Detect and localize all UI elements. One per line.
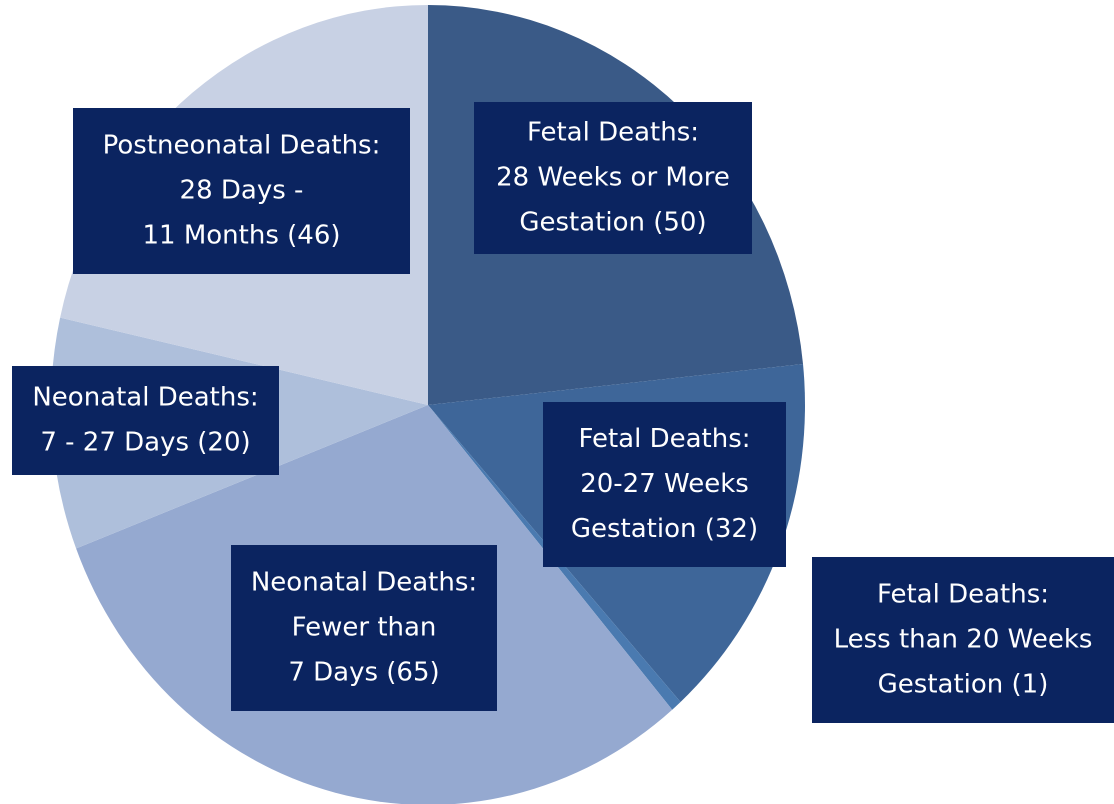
slice-label: 28 Weeks or More — [496, 163, 730, 193]
slice-label: 7 Days (65) — [288, 658, 439, 688]
slice-label: Fetal Deaths: — [527, 118, 699, 148]
slice-label: 20-27 Weeks — [580, 469, 749, 499]
slice-label: Postneonatal Deaths: — [103, 131, 381, 161]
slice-label: Less than 20 Weeks — [834, 625, 1093, 655]
label-box — [474, 102, 752, 254]
label-box — [12, 366, 279, 475]
label-box — [231, 545, 497, 711]
slice-label: 28 Days - — [180, 176, 304, 206]
label-box — [73, 108, 410, 274]
slice-label: Gestation (32) — [571, 514, 758, 544]
slice-label: Neonatal Deaths: — [32, 383, 258, 413]
slice-label: Gestation (50) — [519, 208, 706, 238]
slice-label: Fewer than — [292, 613, 437, 643]
slice-label: Fetal Deaths: — [877, 580, 1049, 610]
slice-label: 7 - 27 Days (20) — [40, 428, 250, 458]
label-box — [543, 402, 786, 567]
label-box — [812, 557, 1114, 723]
slice-label: Gestation (1) — [878, 670, 1049, 700]
slice-label: 11 Months (46) — [142, 221, 340, 251]
slice-label: Fetal Deaths: — [578, 424, 750, 454]
slice-label: Neonatal Deaths: — [251, 568, 477, 598]
